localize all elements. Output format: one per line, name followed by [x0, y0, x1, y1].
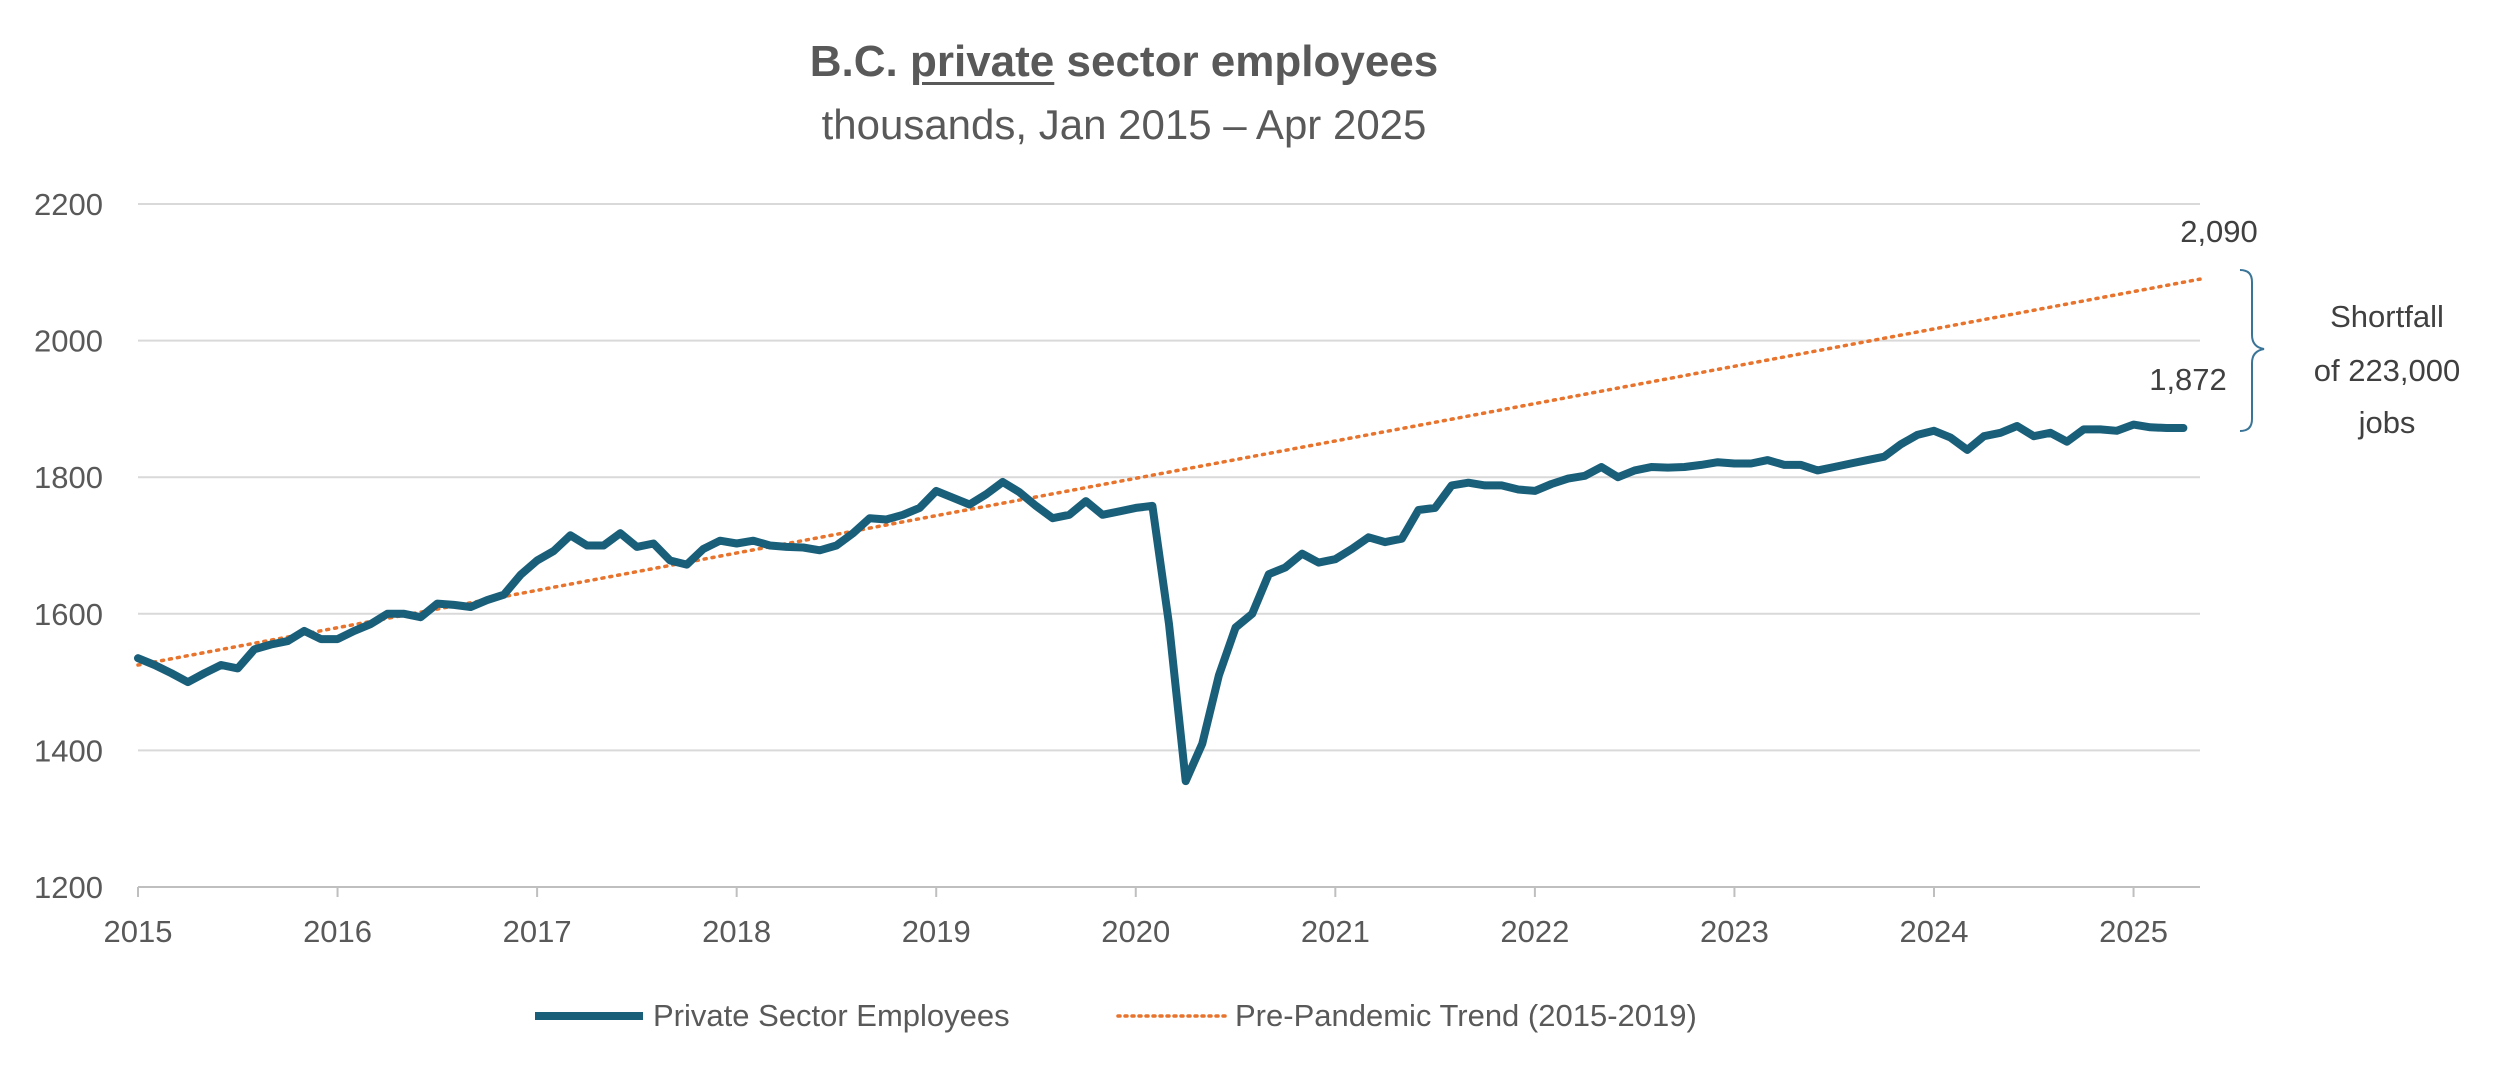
x-tick-label: 2016 — [303, 914, 372, 949]
legend-label-actual: Private Sector Employees — [653, 998, 1010, 1033]
trend-line — [136, 277, 2202, 667]
series-line-private-sector-employees — [134, 420, 2188, 786]
chart-subtitle: thousands, Jan 2015 – Apr 2025 — [821, 101, 1427, 148]
y-tick-label: 1400 — [34, 733, 103, 768]
y-axis-ticks: 1200 1400 1600 1800 2000 2200 — [34, 187, 103, 905]
x-tick-label: 2025 — [2099, 914, 2168, 949]
title-suffix: sector employees — [1054, 37, 1439, 86]
shortfall-label-line3: jobs — [2358, 405, 2416, 440]
legend: Private Sector Employees Pre-Pandemic Tr… — [535, 998, 1697, 1033]
x-tick-label: 2022 — [1500, 914, 1569, 949]
x-tick-label: 2017 — [503, 914, 572, 949]
x-tick-label: 2020 — [1101, 914, 1170, 949]
x-axis: 2015 2016 2017 2018 2019 2020 2021 2022 2023 2024… — [104, 886, 2200, 949]
y-tick-label: 2000 — [34, 324, 103, 359]
y-tick-label: 2200 — [34, 187, 103, 222]
title-underlined-word: private — [909, 37, 1055, 86]
trend-end-label: 2,090 — [2180, 214, 2258, 249]
actual-end-label: 1,872 — [2149, 362, 2227, 397]
y-tick-label: 1800 — [34, 460, 103, 495]
shortfall-label-line1: Shortfall — [2330, 299, 2444, 334]
x-tick-label: 2019 — [902, 914, 971, 949]
chart-title: B.C. private sector employees — [810, 30, 1439, 94]
shortfall-brace — [2239, 269, 2265, 432]
x-tick-label: 2021 — [1301, 914, 1370, 949]
y-tick-label: 1200 — [34, 870, 103, 905]
x-tick-label: 2023 — [1700, 914, 1769, 949]
series-group — [134, 277, 2202, 786]
x-tick-label: 2015 — [104, 914, 173, 949]
y-tick-label: 1600 — [34, 597, 103, 632]
gridlines — [138, 203, 2200, 752]
chart-title-block: B.C. private sector employees thousands,… — [810, 30, 1439, 156]
title-prefix: B.C. — [809, 37, 910, 86]
x-tick-label: 2024 — [1900, 914, 1969, 949]
x-tick-label: 2018 — [702, 914, 771, 949]
legend-label-trend: Pre-Pandemic Trend (2015-2019) — [1235, 998, 1697, 1033]
shortfall-label-line2: of 223,000 — [2314, 353, 2461, 388]
